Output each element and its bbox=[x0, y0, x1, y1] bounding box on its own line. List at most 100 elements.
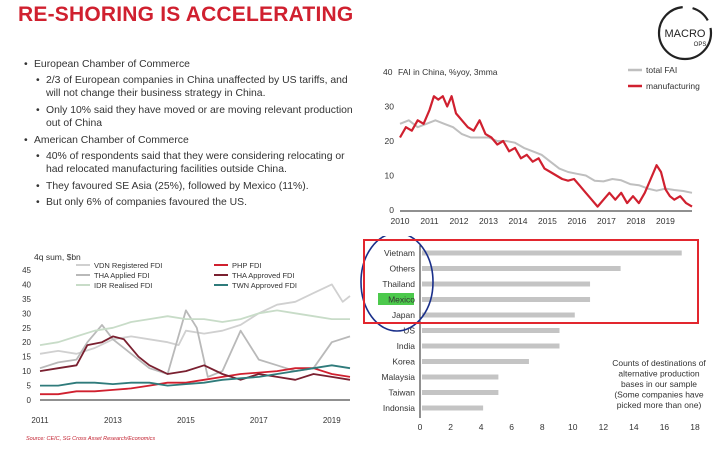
logo-ring bbox=[657, 5, 713, 61]
fdi-y-tick: 0 bbox=[27, 396, 32, 405]
fdi-series-line bbox=[39, 283, 351, 355]
fai-y-tick: 0 bbox=[389, 205, 394, 215]
fai-series-line bbox=[399, 95, 693, 208]
bullet-us-3: But only 6% of companies favoured the US… bbox=[24, 196, 364, 210]
fai-x-tick: 2011 bbox=[420, 216, 439, 226]
bar-annotation-line: picked more than one) bbox=[617, 400, 702, 410]
bar-category-label: Indonsia bbox=[383, 403, 415, 413]
highlight-box bbox=[363, 239, 699, 324]
fai-y-tick: 10 bbox=[385, 171, 395, 181]
bar-x-tick: 18 bbox=[690, 422, 700, 432]
fdi-y-tick: 35 bbox=[22, 295, 31, 304]
bar-x-tick: 2 bbox=[448, 422, 453, 432]
fai-x-tick: 2016 bbox=[568, 216, 587, 226]
bar-value bbox=[422, 297, 591, 302]
fai-series-line bbox=[399, 119, 693, 194]
fdi-y-tick: 10 bbox=[22, 367, 31, 376]
bar-value bbox=[422, 359, 529, 364]
fai-x-tick: 2010 bbox=[391, 216, 410, 226]
logo-text-ops: OPS bbox=[694, 42, 707, 48]
bullet-eu-header: European Chamber of Commerce bbox=[24, 58, 364, 72]
bar-x-tick: 16 bbox=[660, 422, 670, 432]
fai-x-tick: 2012 bbox=[450, 216, 469, 226]
fai-x-tick: 2018 bbox=[626, 216, 645, 226]
bullet-us-1: 40% of respondents said that they were c… bbox=[24, 150, 364, 177]
bar-x-tick: 0 bbox=[418, 422, 423, 432]
fai-x-tick: 2017 bbox=[597, 216, 616, 226]
fdi-legend-label: TWN Approved FDI bbox=[232, 281, 297, 290]
bar-value bbox=[422, 390, 499, 395]
bar-category-label: Malaysia bbox=[381, 372, 415, 382]
fdi-legend-label: THA Approved FDI bbox=[232, 271, 295, 280]
bar-x-tick: 4 bbox=[479, 422, 484, 432]
bar-x-tick: 6 bbox=[509, 422, 514, 432]
bar-value bbox=[422, 405, 484, 411]
fdi-legend-label: THA Applied FDI bbox=[94, 271, 149, 280]
hand-drawn-circle bbox=[360, 236, 434, 332]
fdi-x-tick: 2019 bbox=[323, 416, 341, 425]
fdi-legend-label: IDR Realised FDI bbox=[94, 281, 152, 290]
fdi-legend-label: VDN Registered FDI bbox=[94, 261, 162, 270]
bar-x-tick: 10 bbox=[568, 422, 578, 432]
fdi-y-tick: 45 bbox=[22, 266, 31, 275]
bar-annotation-line: Counts of destinations of bbox=[612, 358, 706, 368]
bar-value bbox=[422, 281, 591, 287]
fai-x-tick: 2014 bbox=[509, 216, 528, 226]
fai-legend-label: total FAI bbox=[646, 65, 677, 75]
bar-category-label: India bbox=[397, 341, 416, 351]
bar-category-label: Thailand bbox=[382, 279, 415, 289]
bar-category-label: Others bbox=[389, 264, 415, 274]
bar-value bbox=[422, 328, 560, 333]
fdi-series-line bbox=[40, 367, 351, 396]
bullet-list: European Chamber of Commerce 2/3 of Euro… bbox=[24, 58, 364, 213]
bar-category-label: US bbox=[403, 326, 415, 336]
fdi-series-line bbox=[39, 309, 350, 346]
fai-x-tick: 2013 bbox=[479, 216, 498, 226]
bullet-eu-2: Only 10% said they have moved or are mov… bbox=[24, 104, 364, 131]
bar-category-label: Korea bbox=[392, 357, 415, 367]
bar-value bbox=[422, 343, 560, 349]
fdi-y-tick: 25 bbox=[22, 324, 31, 333]
fdi-y-tick: 15 bbox=[22, 353, 31, 362]
fdi-y-tick: 30 bbox=[22, 309, 31, 318]
bar-annotation-line: (Some companies have bbox=[614, 390, 704, 400]
fdi-series-line bbox=[39, 335, 351, 381]
fdi-y-tick: 40 bbox=[22, 280, 31, 289]
fai-legend-label: manufacturing bbox=[646, 81, 700, 91]
bar-category-label: Vietnam bbox=[384, 248, 415, 258]
fai-x-tick: 2015 bbox=[538, 216, 557, 226]
bar-value bbox=[422, 312, 575, 318]
macro-ops-logo: MACRO OPS bbox=[657, 5, 713, 61]
bar-category-label: Taiwan bbox=[389, 388, 416, 398]
fdi-series-line bbox=[39, 309, 351, 378]
bar-x-tick: 14 bbox=[629, 422, 639, 432]
fdi-x-tick: 2015 bbox=[177, 416, 195, 425]
fdi-y-label: 4q sum, $bn bbox=[34, 252, 81, 262]
bullet-eu-1: 2/3 of European companies in China unaff… bbox=[24, 74, 364, 101]
bar-label-highlight bbox=[378, 293, 414, 305]
bar-x-tick: 8 bbox=[540, 422, 545, 432]
fdi-legend-label: PHP FDI bbox=[232, 261, 261, 270]
bar-category-label: Mexico bbox=[388, 295, 415, 305]
bar-value bbox=[422, 266, 621, 271]
fdi-y-tick: 20 bbox=[22, 338, 31, 347]
page-title: RE-SHORING IS ACCELERATING bbox=[18, 3, 354, 26]
fdi-x-tick: 2013 bbox=[104, 416, 122, 425]
fai-x-tick: 2019 bbox=[656, 216, 675, 226]
bar-x-tick: 12 bbox=[599, 422, 609, 432]
bullet-us-2: They favoured SE Asia (25%), followed by… bbox=[24, 180, 364, 194]
fai-title: FAI in China, %yoy, 3mma bbox=[398, 67, 498, 77]
fdi-chart: 4q sum, $bn 0 5 10 15 20 25 30 35 40 45 2011 2013 201… bbox=[22, 252, 351, 425]
bullet-us-header: American Chamber of Commerce bbox=[24, 134, 364, 148]
bar-value bbox=[422, 374, 499, 380]
fdi-x-tick: 2017 bbox=[250, 416, 268, 425]
fai-y-tick: 30 bbox=[385, 102, 395, 112]
fai-y-top-label: 40 bbox=[383, 67, 393, 77]
bar-value bbox=[422, 250, 682, 256]
fdi-y-tick: 5 bbox=[27, 382, 32, 391]
bar-annotation-line: bases in our sample bbox=[621, 379, 697, 389]
bar-category-label: Japan bbox=[392, 310, 415, 320]
fai-y-tick: 20 bbox=[385, 136, 395, 146]
fdi-x-tick: 2011 bbox=[31, 416, 49, 425]
